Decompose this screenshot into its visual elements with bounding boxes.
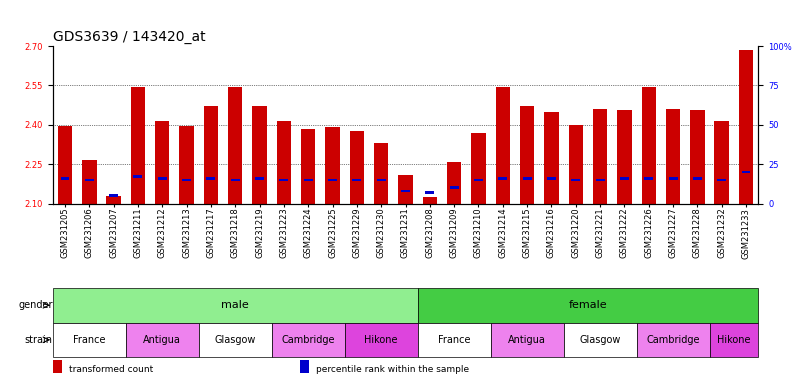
Bar: [620, 177, 629, 180]
Bar: [109, 194, 118, 197]
Bar: [353, 179, 361, 181]
Text: Cambridge: Cambridge: [646, 335, 700, 345]
Bar: [617, 110, 632, 204]
Bar: [418, 288, 758, 323]
Bar: [496, 87, 510, 204]
Bar: [300, 360, 309, 373]
Text: Hikone: Hikone: [364, 335, 398, 345]
Bar: [53, 288, 418, 323]
Bar: [401, 190, 410, 192]
Bar: [714, 121, 729, 204]
Bar: [61, 177, 69, 180]
Bar: [231, 179, 239, 181]
Bar: [204, 106, 218, 204]
Bar: [53, 323, 126, 357]
Bar: [82, 160, 97, 204]
Bar: [199, 323, 272, 357]
Bar: [280, 179, 288, 181]
Bar: [710, 323, 758, 357]
Bar: [669, 177, 677, 180]
Text: Antigua: Antigua: [508, 335, 546, 345]
Text: female: female: [569, 300, 607, 310]
Bar: [447, 162, 461, 204]
Bar: [666, 109, 680, 204]
Text: male: male: [221, 300, 249, 310]
Bar: [182, 179, 191, 181]
Bar: [398, 175, 413, 204]
Bar: [179, 126, 194, 204]
Bar: [131, 87, 145, 204]
Bar: [377, 179, 385, 181]
Bar: [134, 175, 142, 178]
Bar: [593, 109, 607, 204]
Bar: [328, 179, 337, 181]
Bar: [345, 323, 418, 357]
Bar: [499, 177, 507, 180]
Text: Cambridge: Cambridge: [281, 335, 335, 345]
Bar: [693, 177, 702, 180]
Text: Hikone: Hikone: [717, 335, 751, 345]
Bar: [255, 177, 264, 180]
Bar: [739, 50, 753, 204]
Bar: [106, 196, 121, 204]
Text: transformed count: transformed count: [69, 365, 153, 374]
Bar: [301, 129, 315, 204]
Bar: [520, 106, 534, 204]
Bar: [572, 179, 580, 181]
Bar: [272, 323, 345, 357]
Text: France: France: [73, 335, 105, 345]
Bar: [474, 179, 483, 181]
Bar: [426, 191, 434, 194]
Text: strain: strain: [24, 335, 53, 345]
Bar: [277, 121, 291, 204]
Bar: [325, 127, 340, 204]
Text: gender: gender: [18, 300, 53, 310]
Text: France: France: [438, 335, 470, 345]
Bar: [450, 187, 458, 189]
Text: Glasgow: Glasgow: [579, 335, 621, 345]
Bar: [374, 143, 388, 204]
Bar: [228, 87, 242, 204]
Bar: [423, 197, 437, 204]
Text: percentile rank within the sample: percentile rank within the sample: [316, 365, 469, 374]
Bar: [645, 177, 653, 180]
Bar: [155, 121, 169, 204]
Bar: [58, 126, 72, 204]
Bar: [252, 106, 267, 204]
Bar: [596, 179, 604, 181]
Bar: [85, 179, 93, 181]
Text: Glasgow: Glasgow: [214, 335, 256, 345]
Text: GDS3639 / 143420_at: GDS3639 / 143420_at: [53, 30, 205, 44]
Bar: [158, 177, 166, 180]
Bar: [491, 323, 564, 357]
Bar: [304, 179, 312, 181]
Bar: [544, 112, 559, 204]
Bar: [690, 110, 705, 204]
Bar: [126, 323, 199, 357]
Bar: [53, 360, 62, 373]
Bar: [547, 177, 556, 180]
Bar: [418, 323, 491, 357]
Bar: [569, 125, 583, 204]
Bar: [471, 132, 486, 204]
Bar: [642, 87, 656, 204]
Bar: [742, 171, 750, 173]
Bar: [207, 177, 215, 180]
Text: Antigua: Antigua: [144, 335, 181, 345]
Bar: [523, 177, 531, 180]
Bar: [564, 323, 637, 357]
Bar: [637, 323, 710, 357]
Bar: [350, 131, 364, 204]
Bar: [718, 179, 726, 181]
